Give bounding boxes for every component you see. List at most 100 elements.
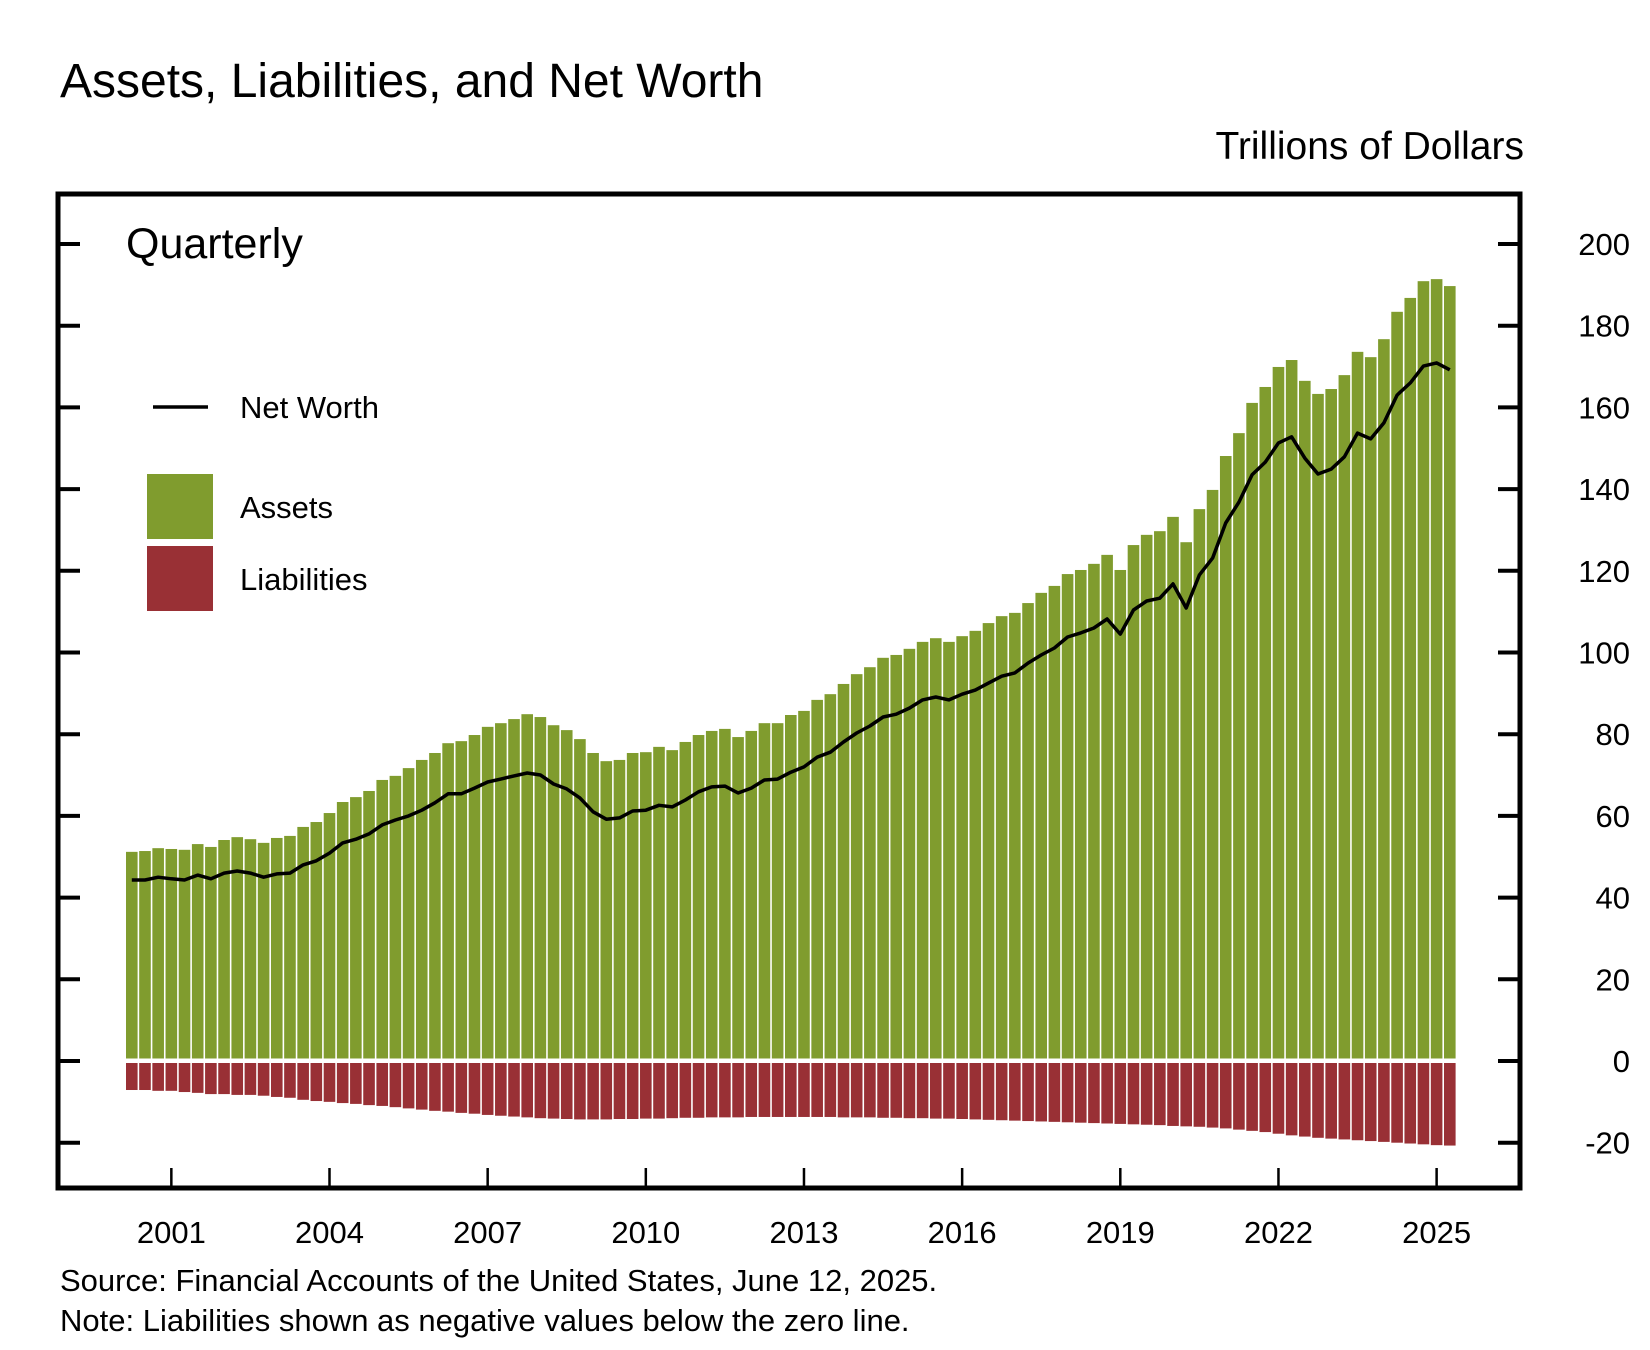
- liabilities-bar: [653, 1063, 665, 1119]
- liabilities-bar: [363, 1063, 375, 1106]
- assets-bar: [231, 837, 244, 1059]
- liabilities-bar: [982, 1063, 995, 1120]
- assets-bar: [758, 723, 771, 1059]
- liabilities-bar: [916, 1063, 929, 1119]
- assets-bar: [798, 710, 810, 1059]
- liabilities-bar: [1114, 1063, 1127, 1124]
- y-tick-label: 200: [1578, 227, 1630, 262]
- liabilities-bar: [218, 1063, 230, 1095]
- assets-bar: [864, 667, 876, 1059]
- liabilities-bar: [956, 1063, 968, 1120]
- liabilities-bar: [666, 1063, 678, 1119]
- source-note: Source: Financial Accounts of the United…: [60, 1263, 937, 1298]
- assets-bar: [1219, 456, 1232, 1059]
- liabilities-bar: [231, 1063, 244, 1095]
- liabilities-bar: [1167, 1063, 1179, 1126]
- liabilities-bar: [257, 1063, 270, 1096]
- y-tick-label: 20: [1596, 962, 1630, 997]
- y-tick-label: 40: [1596, 881, 1630, 916]
- assets-bar: [350, 797, 362, 1059]
- liabilities-bar: [389, 1063, 402, 1108]
- assets-bar: [943, 641, 955, 1059]
- assets-bar: [811, 699, 823, 1059]
- liabilities-bar: [850, 1063, 863, 1118]
- assets-bar: [1048, 585, 1061, 1059]
- assets-bar: [600, 761, 613, 1059]
- liabilities-bar: [1101, 1063, 1113, 1124]
- assets-bar: [468, 735, 481, 1059]
- liabilities-bar: [376, 1063, 389, 1106]
- liabilities-bar: [626, 1063, 639, 1120]
- net-worth-line: [131, 361, 1451, 882]
- liabilities-bar: [705, 1063, 718, 1118]
- assets-bar: [666, 750, 678, 1059]
- liabilities-bar: [1127, 1063, 1140, 1125]
- assets-bar: [705, 730, 718, 1059]
- liabilities-bar: [284, 1063, 296, 1098]
- liabilities-bar: [1312, 1063, 1324, 1138]
- assets-bar: [890, 654, 903, 1059]
- assets-bar: [1285, 360, 1298, 1059]
- assets-bar: [1233, 433, 1245, 1059]
- liabilities-bar: [719, 1063, 731, 1118]
- liabilities-bar: [310, 1063, 323, 1102]
- assets-bar: [1127, 545, 1140, 1059]
- liabilities-bar: [481, 1063, 494, 1115]
- liabilities-bar: [1325, 1063, 1337, 1139]
- assets-bar: [1074, 569, 1087, 1059]
- liabilities-bar: [771, 1063, 784, 1117]
- y-tick-label: 120: [1578, 554, 1630, 589]
- liabilities-bar: [745, 1063, 758, 1117]
- liabilities-bar: [903, 1063, 916, 1119]
- liabilities-bar: [969, 1063, 982, 1120]
- liabilities-bar: [336, 1063, 349, 1104]
- y-tick-label: 180: [1578, 309, 1630, 344]
- assets-bar: [1246, 402, 1258, 1059]
- assets-bar: [389, 775, 402, 1059]
- liabilities-bar: [758, 1063, 771, 1117]
- liabilities-bar: [429, 1063, 441, 1111]
- assets-bar: [218, 840, 230, 1059]
- x-tick-label: 2010: [611, 1215, 680, 1250]
- liabilities-bar: [1048, 1063, 1061, 1122]
- assets-bar: [613, 759, 626, 1059]
- liabilities-bar: [890, 1063, 903, 1118]
- assets-bar: [1206, 489, 1219, 1059]
- assets-bar: [1430, 279, 1443, 1059]
- liabilities-bar: [798, 1063, 810, 1117]
- assets-bar: [165, 848, 178, 1059]
- liabilities-bar: [1378, 1063, 1390, 1142]
- assets-bar: [1259, 386, 1272, 1059]
- y-tick-label: 140: [1578, 472, 1630, 507]
- x-tick-label: 2001: [137, 1215, 206, 1250]
- liabilities-bar: [613, 1063, 626, 1120]
- axes: [55, 191, 1523, 1191]
- assets-bar: [692, 735, 705, 1059]
- assets-bar: [640, 752, 652, 1059]
- assets-bar: [1167, 516, 1179, 1059]
- chart-title: Assets, Liabilities, and Net Worth: [60, 55, 763, 108]
- liabilities-bar: [1351, 1063, 1364, 1141]
- assets-bar: [284, 835, 296, 1059]
- liabilities-bar: [587, 1063, 599, 1120]
- footnote: Note: Liabilities shown as negative valu…: [60, 1303, 910, 1338]
- liabilities-bar: [692, 1063, 705, 1118]
- liabilities-bar: [995, 1063, 1008, 1121]
- x-tick-label: 2013: [769, 1215, 838, 1250]
- assets-bar: [547, 725, 560, 1059]
- assets-bar: [903, 648, 916, 1059]
- assets-bar: [481, 726, 494, 1059]
- assets-bar: [1101, 554, 1113, 1059]
- assets-bar: [191, 844, 204, 1059]
- liabilities-bar: [943, 1063, 955, 1119]
- assets-bar: [1061, 574, 1074, 1059]
- assets-bar: [969, 630, 982, 1059]
- assets-bar: [1180, 542, 1192, 1059]
- x-tick-label: 2016: [928, 1215, 997, 1250]
- liabilities-bar: [415, 1063, 428, 1110]
- assets-bar: [534, 717, 547, 1059]
- assets-bar: [785, 715, 797, 1059]
- liabilities-bar: [205, 1063, 217, 1095]
- liabilities-bar: [640, 1063, 652, 1119]
- assets-bar: [1193, 509, 1206, 1059]
